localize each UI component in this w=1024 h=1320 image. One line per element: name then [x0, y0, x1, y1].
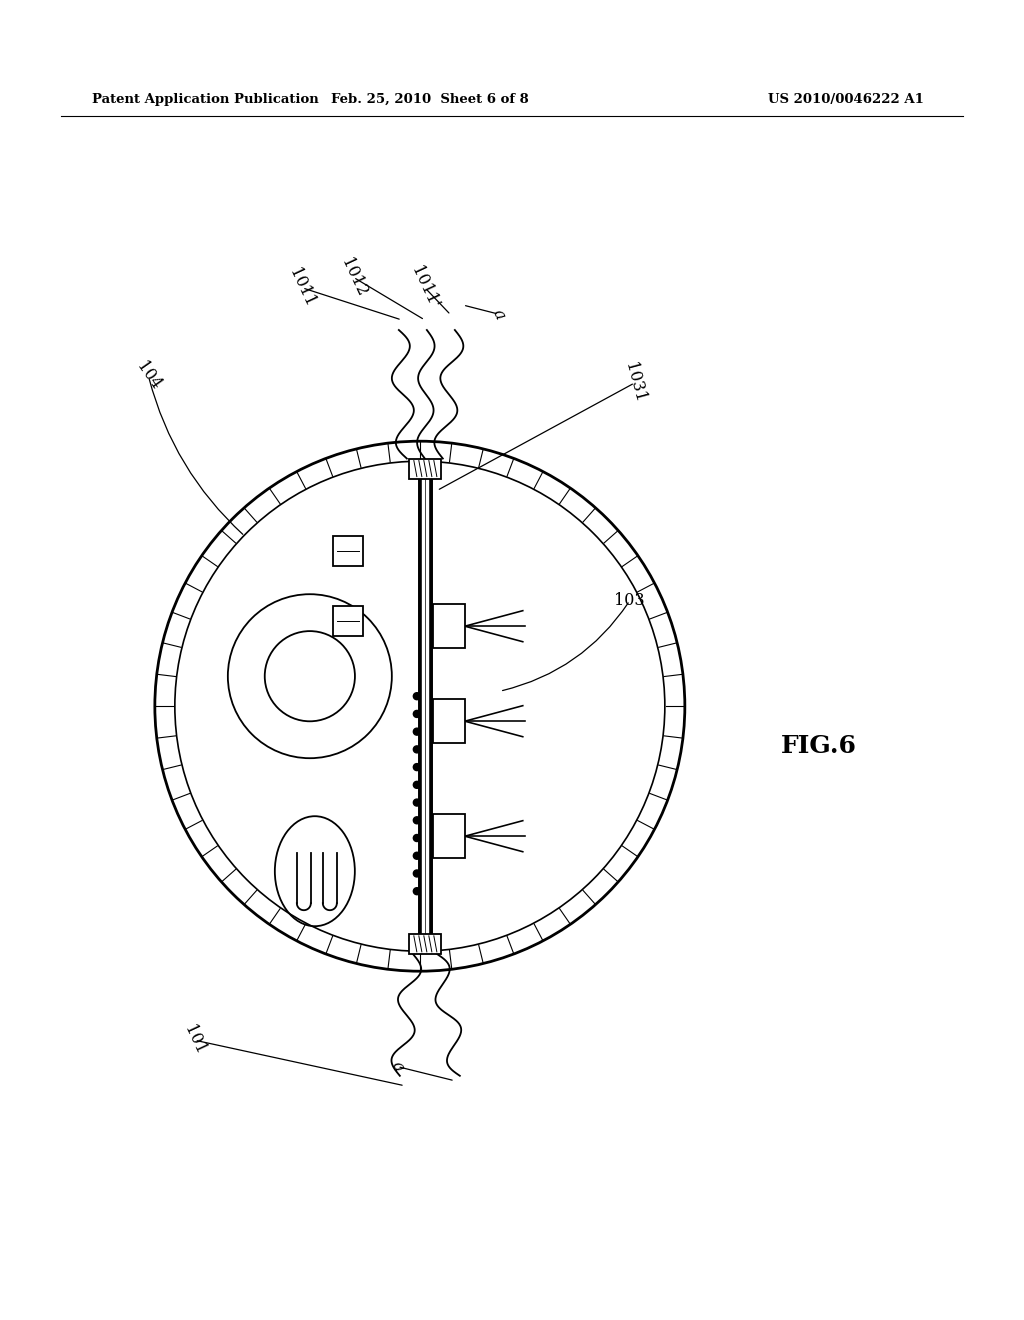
Circle shape: [414, 853, 420, 859]
Circle shape: [414, 710, 420, 718]
Circle shape: [414, 817, 420, 824]
Circle shape: [414, 746, 420, 752]
Text: 101: 101: [180, 1023, 209, 1057]
Circle shape: [414, 888, 420, 895]
Text: 1031: 1031: [622, 360, 648, 405]
Bar: [433, 700, 465, 743]
Circle shape: [414, 781, 420, 788]
Bar: [333, 536, 362, 566]
Circle shape: [414, 763, 420, 771]
Text: a: a: [388, 1059, 407, 1074]
Text: US 2010/0046222 A1: US 2010/0046222 A1: [768, 92, 924, 106]
Circle shape: [414, 870, 420, 876]
Text: 1012: 1012: [337, 255, 370, 300]
Circle shape: [414, 799, 420, 807]
Bar: [333, 606, 362, 636]
Text: 103: 103: [614, 593, 645, 609]
Text: a: a: [489, 306, 508, 322]
Text: Patent Application Publication: Patent Application Publication: [92, 92, 318, 106]
Circle shape: [414, 834, 420, 842]
Text: 104: 104: [133, 359, 164, 393]
Text: 1011': 1011': [408, 264, 442, 312]
Bar: [409, 933, 441, 954]
Bar: [409, 458, 441, 479]
Circle shape: [414, 729, 420, 735]
Text: Feb. 25, 2010  Sheet 6 of 8: Feb. 25, 2010 Sheet 6 of 8: [331, 92, 529, 106]
Bar: [433, 814, 465, 858]
Circle shape: [414, 693, 420, 700]
Text: 1011: 1011: [286, 265, 318, 310]
Text: FIG.6: FIG.6: [781, 734, 857, 758]
Bar: [433, 605, 465, 648]
